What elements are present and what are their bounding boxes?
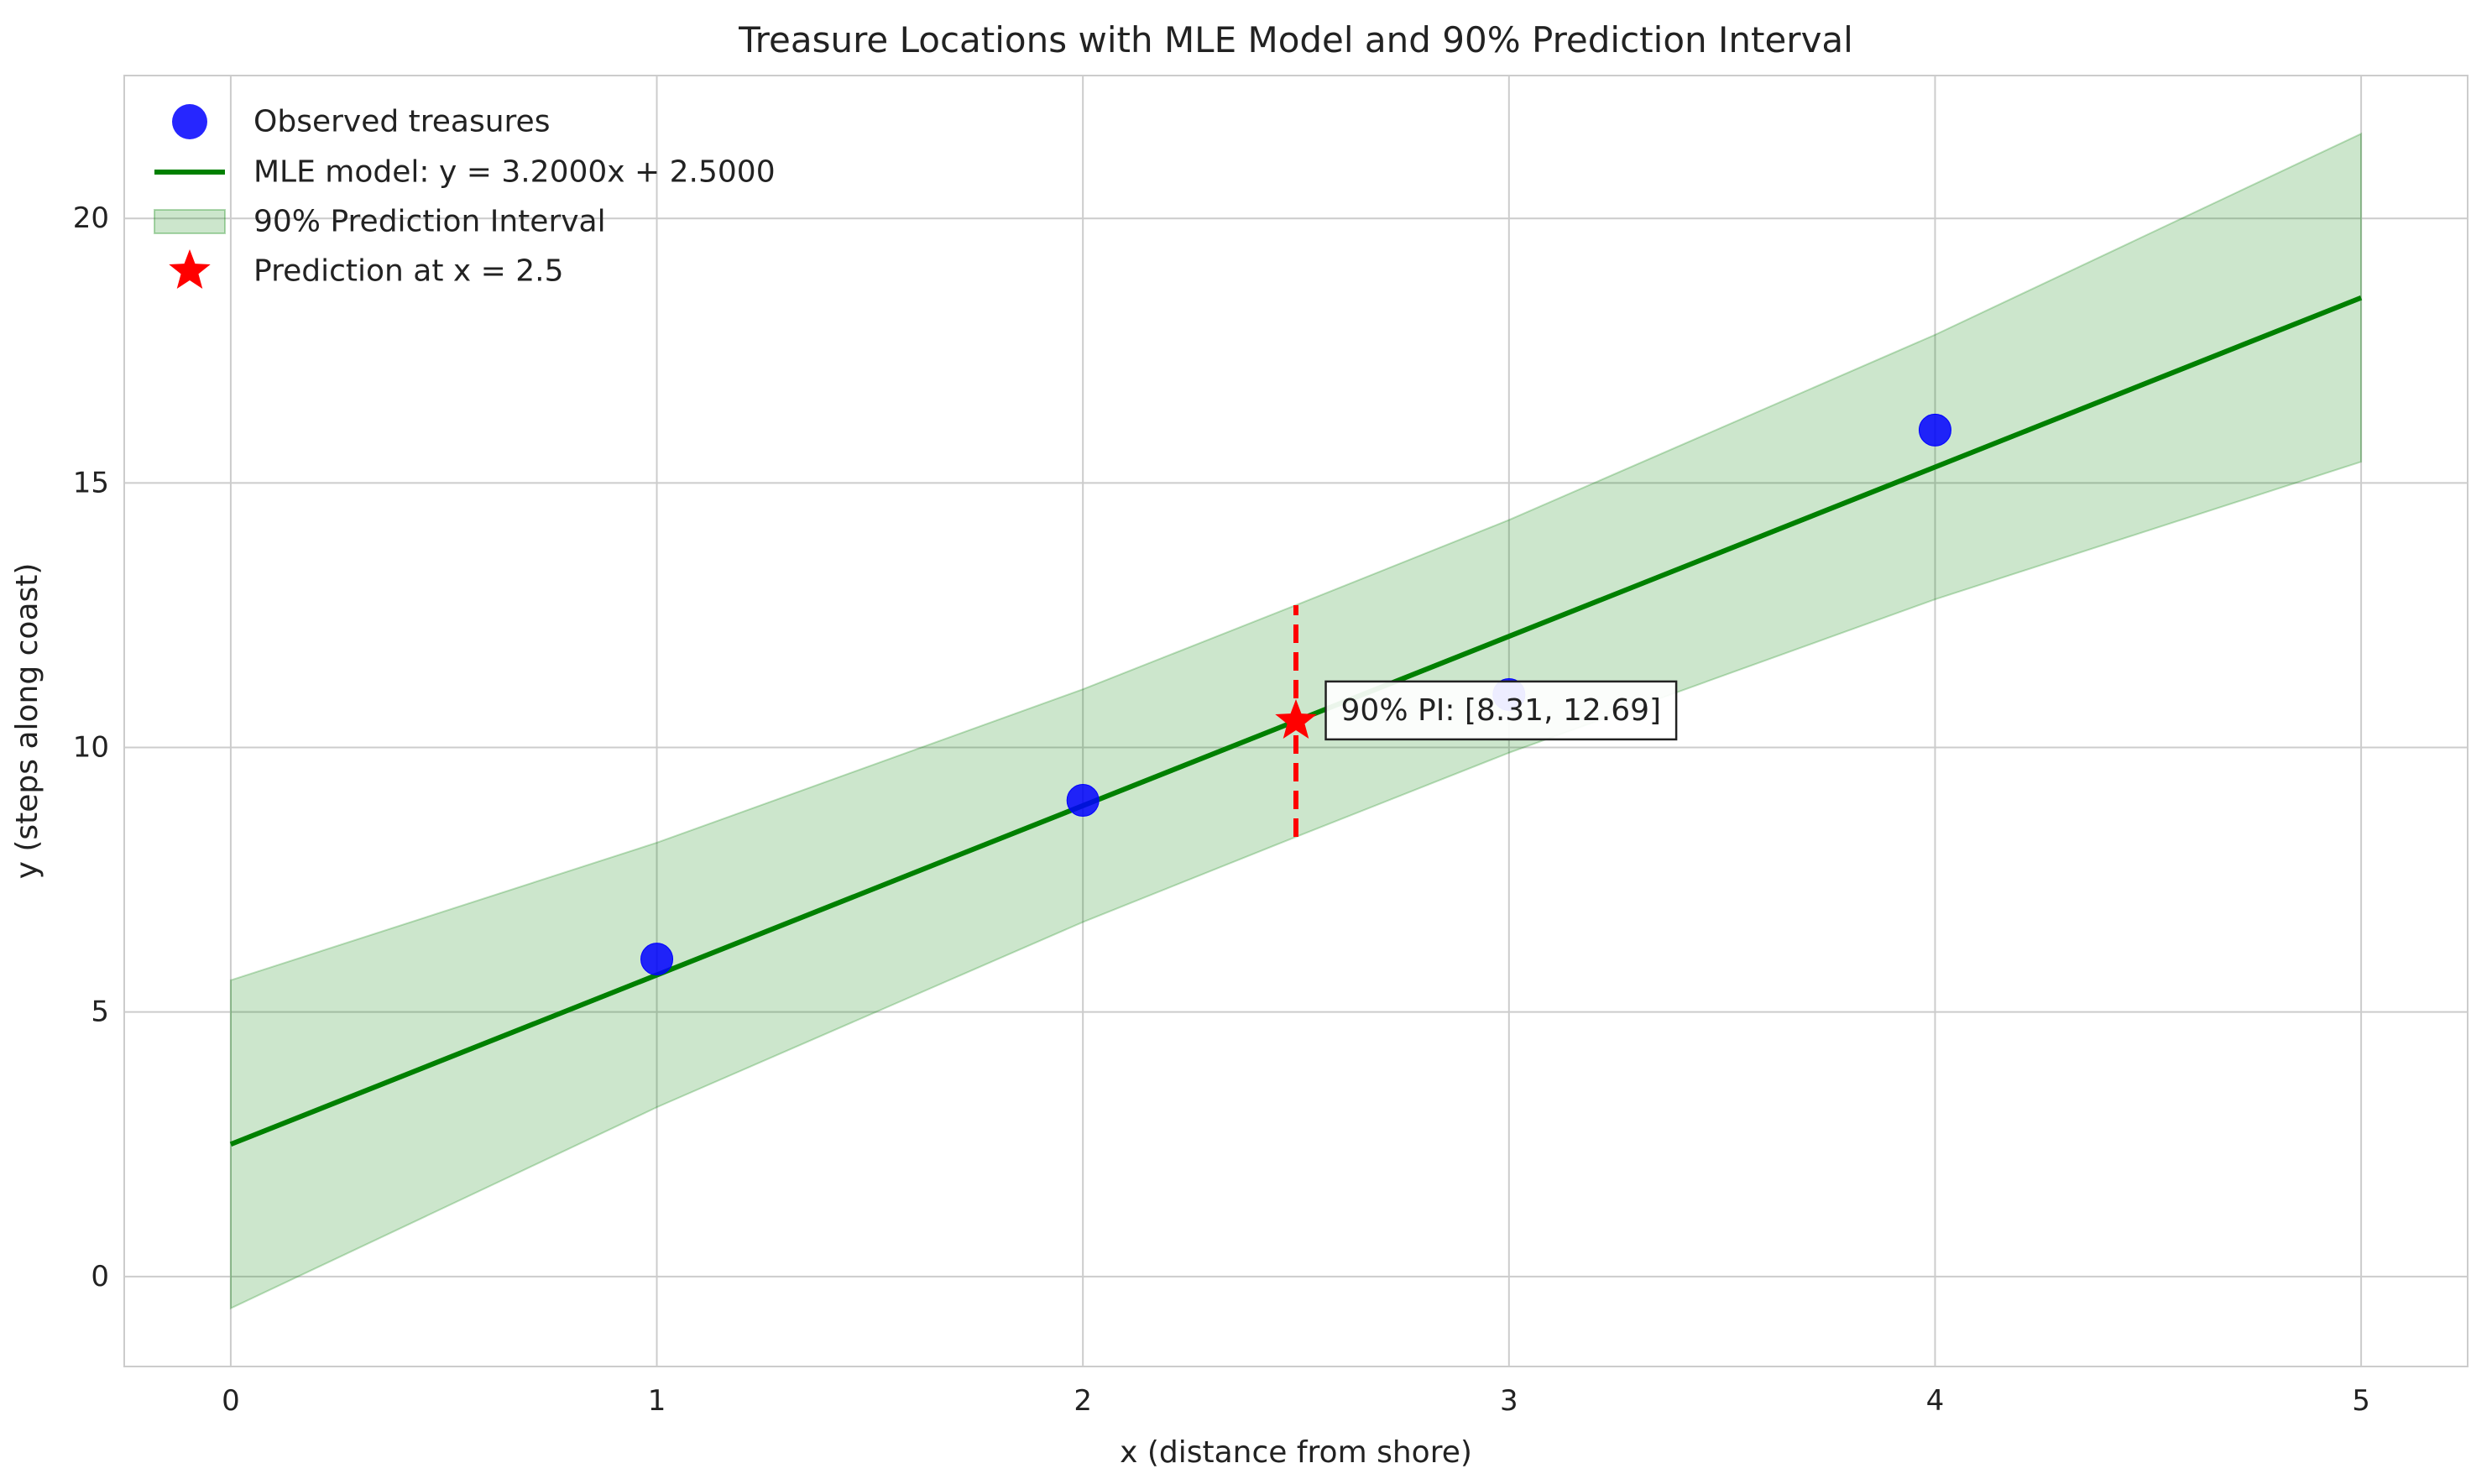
y-tick-label: 5 bbox=[91, 995, 109, 1029]
y-tick-labels: 0 5 10 15 20 bbox=[73, 201, 109, 1293]
x-tick-label: 0 bbox=[222, 1384, 240, 1418]
y-tick-label: 0 bbox=[91, 1260, 109, 1293]
prediction-star bbox=[1275, 699, 1317, 739]
annotation-box bbox=[1324, 680, 1678, 741]
x-axis-label: x (distance from shore) bbox=[1120, 1435, 1472, 1470]
chart-title: Treasure Locations with MLE Model and 90… bbox=[738, 19, 1853, 60]
plot-frame bbox=[123, 75, 2468, 1367]
x-tick-label: 2 bbox=[1074, 1384, 1092, 1418]
legend-label: Prediction at x = 2.5 bbox=[253, 254, 564, 289]
x-tick-label: 1 bbox=[648, 1384, 666, 1418]
x-tick-label: 4 bbox=[1926, 1384, 1945, 1418]
observed-treasure-point bbox=[640, 943, 674, 976]
y-axis-label: y (steps along coast) bbox=[10, 563, 44, 880]
prediction-layer bbox=[1275, 604, 1317, 838]
legend-label: Observed treasures bbox=[253, 105, 550, 139]
legend: Observed treasures MLE model: y = 3.2000x… bbox=[154, 104, 776, 290]
observed-treasure-point bbox=[1918, 413, 1951, 447]
legend-marker-observed bbox=[172, 104, 207, 139]
x-tick-label: 3 bbox=[1500, 1384, 1518, 1418]
y-tick-label: 20 bbox=[73, 201, 109, 235]
legend-label: 90% Prediction Interval bbox=[253, 205, 606, 239]
grid bbox=[124, 76, 2468, 1366]
legend-marker-band bbox=[154, 209, 226, 234]
x-tick-labels: 0 1 2 3 4 5 bbox=[222, 1384, 2370, 1418]
legend-marker-prediction bbox=[169, 249, 211, 290]
x-tick-label: 5 bbox=[2352, 1384, 2370, 1418]
observed-treasure-point bbox=[1066, 784, 1100, 818]
annotation-layer: 90% PI: [8.31, 12.69] bbox=[1324, 680, 1678, 741]
y-tick-label: 15 bbox=[73, 466, 109, 499]
annotation-text: 90% PI: [8.31, 12.69] bbox=[1341, 693, 1662, 728]
y-tick-label: 10 bbox=[73, 731, 109, 765]
legend-label: MLE model: y = 3.2000x + 2.5000 bbox=[253, 155, 776, 190]
